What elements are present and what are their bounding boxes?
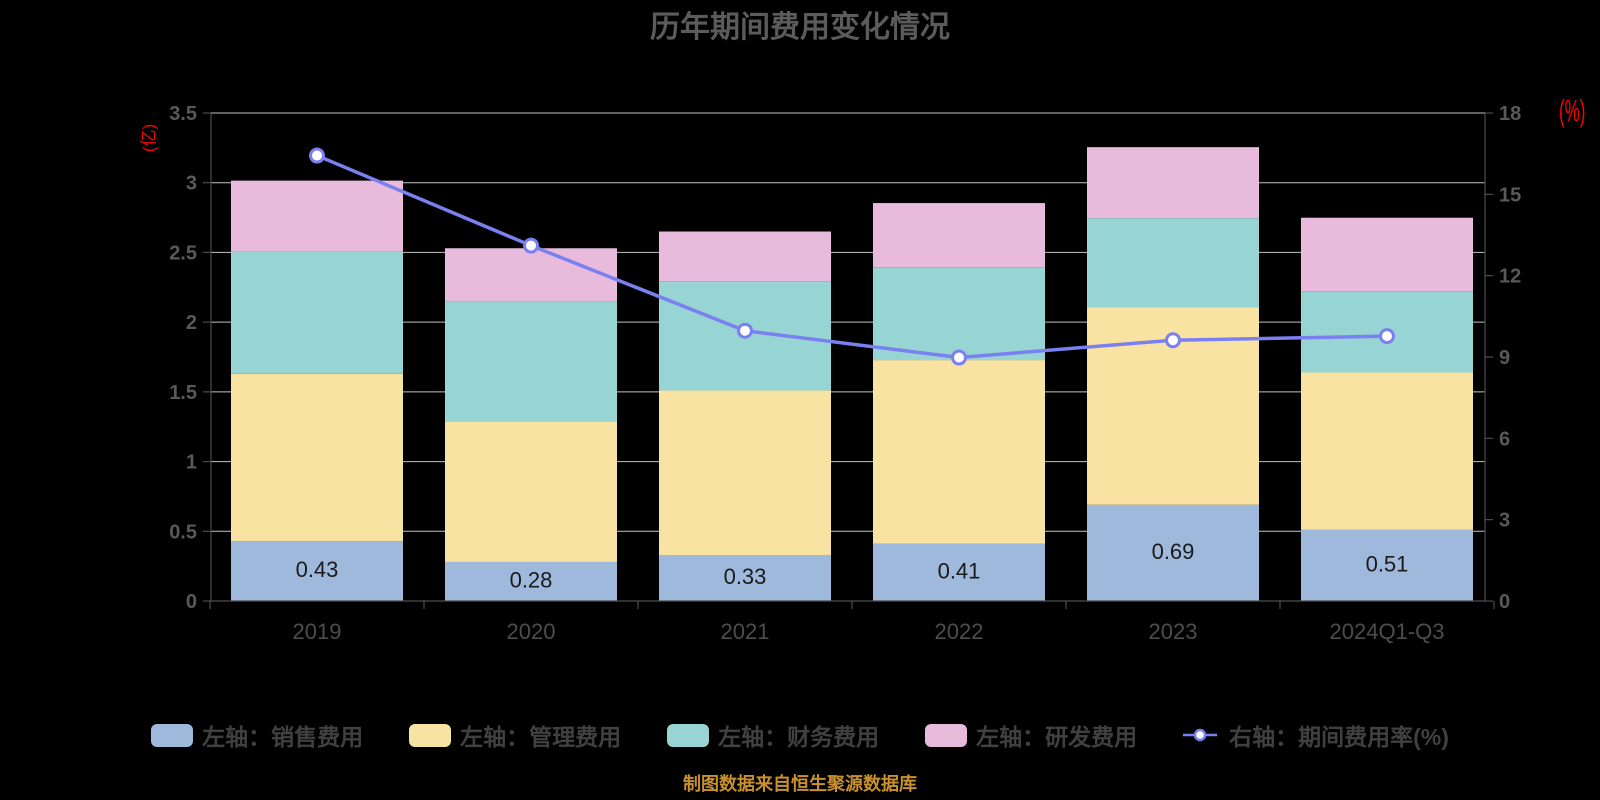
svg-text:2023: 2023 <box>1149 619 1198 644</box>
svg-text:0: 0 <box>1499 591 1510 613</box>
svg-text:2020: 2020 <box>507 619 556 644</box>
svg-text:0.5: 0.5 <box>169 521 197 543</box>
svg-text:2: 2 <box>186 312 197 334</box>
svg-text:2022: 2022 <box>935 619 984 644</box>
svg-text:15: 15 <box>1499 184 1521 206</box>
svg-text:3: 3 <box>1499 510 1510 532</box>
svg-text:2024Q1-Q3: 2024Q1-Q3 <box>1330 619 1445 644</box>
svg-text:3: 3 <box>186 173 197 195</box>
svg-text:6: 6 <box>1499 428 1510 450</box>
svg-text:0.41: 0.41 <box>938 558 981 583</box>
svg-text:2019: 2019 <box>293 619 342 644</box>
svg-text:0.33: 0.33 <box>724 564 767 589</box>
svg-text:0.51: 0.51 <box>1366 551 1409 576</box>
svg-text:0.69: 0.69 <box>1152 539 1195 564</box>
svg-text:12: 12 <box>1499 266 1521 288</box>
svg-text:0.28: 0.28 <box>510 567 553 592</box>
svg-text:18: 18 <box>1499 103 1521 125</box>
svg-text:2.5: 2.5 <box>169 242 197 264</box>
svg-text:1.5: 1.5 <box>169 382 197 404</box>
svg-text:9: 9 <box>1499 347 1510 369</box>
svg-text:2021: 2021 <box>721 619 770 644</box>
svg-text:0: 0 <box>186 591 197 613</box>
svg-text:1: 1 <box>186 452 197 474</box>
svg-text:0.43: 0.43 <box>296 557 339 582</box>
svg-text:3.5: 3.5 <box>169 103 197 125</box>
